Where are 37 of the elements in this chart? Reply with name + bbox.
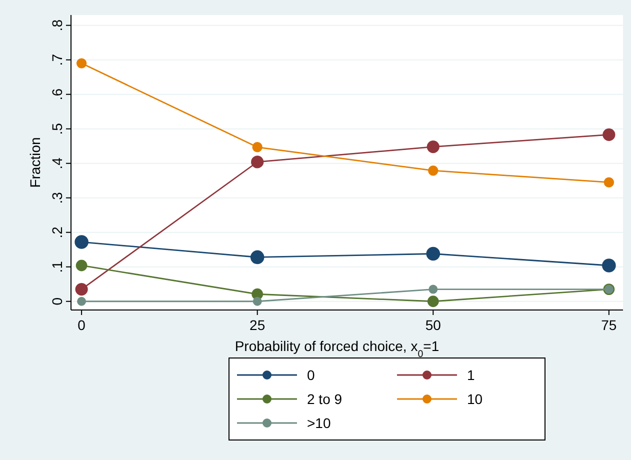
point	[77, 296, 86, 306]
y-tick-label: .7	[49, 54, 65, 66]
legend-label: 0	[307, 367, 315, 383]
point	[428, 166, 438, 176]
point	[426, 246, 440, 261]
point	[602, 258, 616, 272]
y-axis-title: Fraction	[27, 137, 43, 188]
point	[252, 296, 262, 306]
point	[75, 283, 88, 296]
y-tick-label: 0	[49, 297, 65, 306]
legend-label: 10	[467, 391, 483, 407]
point	[250, 250, 264, 264]
point	[74, 235, 88, 249]
point	[602, 128, 616, 142]
x-tick-label: 25	[250, 317, 266, 333]
legend-label: 2 to 9	[307, 391, 342, 407]
point	[428, 284, 438, 294]
x-tick-label: 50	[425, 317, 442, 333]
y-tick-label: .5	[49, 122, 65, 135]
point	[76, 58, 87, 68]
point	[252, 142, 262, 152]
y-tick-label: .4	[49, 157, 65, 170]
y-tick-label: .1	[49, 260, 65, 273]
point	[427, 296, 439, 308]
x-tick-label: 0	[78, 317, 86, 333]
legend-label: >10	[307, 415, 331, 431]
y-tick-label: .6	[49, 88, 65, 100]
y-tick-label: .2	[49, 226, 65, 238]
point	[251, 156, 264, 168]
point	[76, 260, 88, 272]
y-tick-label: .8	[49, 19, 65, 32]
point	[426, 140, 440, 154]
legend-label: 1	[467, 367, 475, 383]
x-tick-label: 75	[601, 317, 617, 333]
y-tick-label: .3	[49, 192, 65, 204]
x-axis-title: Probability of forced choice, x$_{0}$=1	[234, 338, 440, 360]
point	[604, 177, 614, 188]
